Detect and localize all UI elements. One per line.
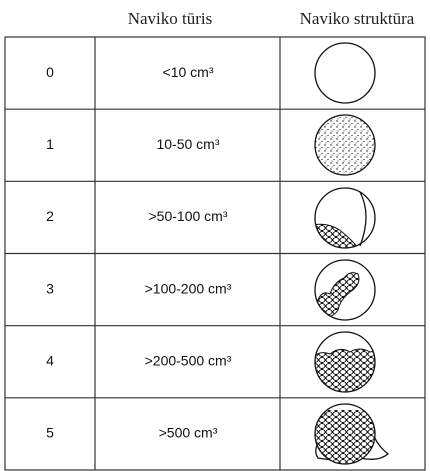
volume-cell: <10 cm³ <box>163 64 214 80</box>
grade-cell: 5 <box>46 425 54 441</box>
grade-cell: 4 <box>46 352 54 368</box>
tumor-drawing <box>318 273 359 317</box>
grade-cell: 2 <box>46 208 54 224</box>
grade-cell: 3 <box>46 280 54 296</box>
tumor-drawing <box>315 410 375 470</box>
header-volume: Naviko tūris <box>128 9 213 28</box>
grade-cell: 0 <box>46 64 54 80</box>
volume-cell: >500 cm³ <box>159 425 218 441</box>
volume-cell: >200-500 cm³ <box>145 352 232 368</box>
page: Naviko tūris Naviko struktūra <box>0 0 430 471</box>
tumor-drawing <box>315 115 375 175</box>
tumor-line <box>360 192 366 246</box>
tumor-drawing <box>315 43 375 103</box>
volume-cell: 10-50 cm³ <box>156 136 219 152</box>
volume-cell: >50-100 cm³ <box>149 208 228 224</box>
grade-cell: 1 <box>46 136 54 152</box>
tumor-drawing <box>300 224 360 260</box>
table-rows: 0 <10 cm³ 1 10-50 cm³ 2 >50-100 cm³ 3 >100-200 … <box>46 64 232 441</box>
table-grid <box>5 37 425 470</box>
volume-cell: >100-200 cm³ <box>145 280 232 296</box>
header-structure: Naviko struktūra <box>300 9 415 28</box>
drawings <box>300 43 388 470</box>
